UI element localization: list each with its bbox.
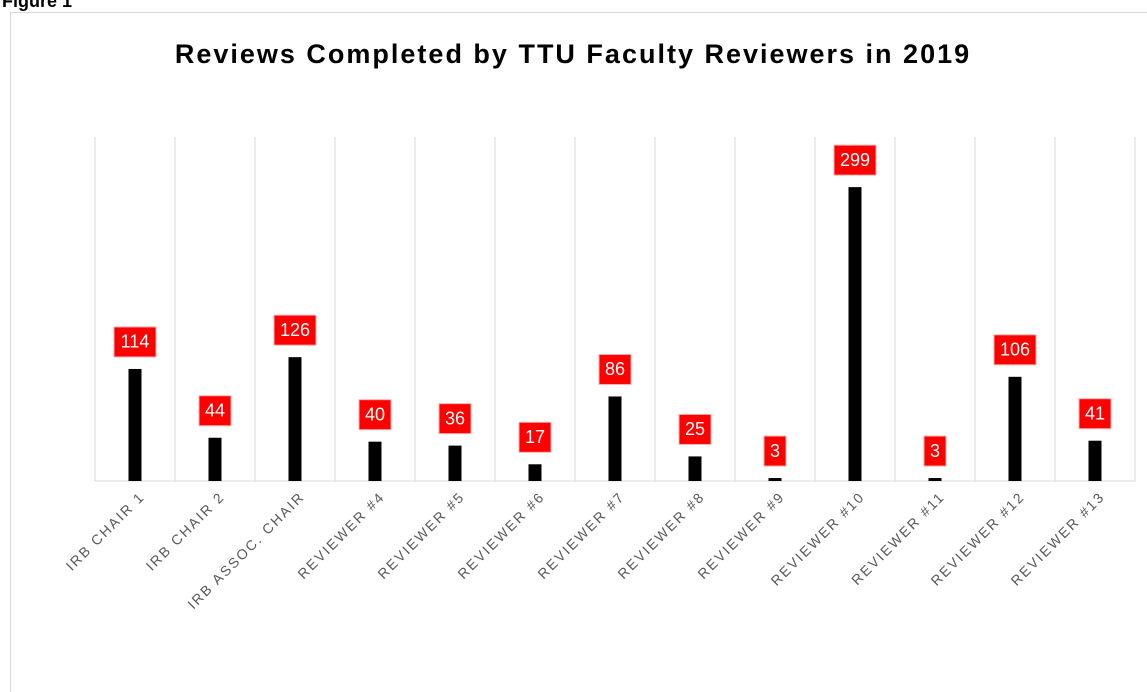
bar bbox=[768, 478, 782, 481]
value-label: 44 bbox=[205, 401, 225, 421]
value-label: 3 bbox=[930, 441, 940, 461]
x-tick-label: REVIEWER #5 bbox=[374, 488, 467, 581]
value-label: 299 bbox=[840, 150, 870, 170]
value-label: 41 bbox=[1085, 403, 1105, 423]
bar bbox=[848, 187, 862, 481]
x-tick-label: REVIEWER #9 bbox=[694, 488, 787, 581]
value-label-box bbox=[1078, 398, 1112, 430]
bar bbox=[928, 478, 942, 481]
x-tick-label: REVIEWER #4 bbox=[294, 488, 387, 581]
x-tick-label: REVIEWER #6 bbox=[454, 488, 547, 581]
value-label: 114 bbox=[121, 332, 150, 352]
bar bbox=[1088, 440, 1102, 481]
chart-frame bbox=[10, 12, 1147, 692]
value-label-box bbox=[598, 353, 632, 385]
value-label: 126 bbox=[280, 320, 310, 340]
bar bbox=[528, 464, 542, 481]
x-tick-label: REVIEWER #7 bbox=[534, 488, 627, 581]
value-label: 25 bbox=[685, 419, 705, 439]
bar bbox=[288, 357, 302, 481]
x-tick-label: IRB CHAIR 1 bbox=[63, 488, 148, 573]
value-label-box bbox=[438, 403, 472, 435]
bar bbox=[448, 445, 462, 481]
figure-label: Figure 1 bbox=[2, 0, 73, 11]
value-label-box bbox=[763, 435, 787, 467]
bar bbox=[368, 441, 382, 481]
value-label-box bbox=[358, 399, 392, 431]
value-label-box bbox=[198, 395, 232, 427]
value-label: 86 bbox=[605, 359, 625, 379]
value-label-box bbox=[993, 334, 1037, 366]
bar bbox=[608, 396, 622, 481]
value-label: 17 bbox=[525, 427, 545, 447]
value-label: 40 bbox=[365, 404, 385, 424]
x-tick-label: REVIEWER #8 bbox=[614, 488, 707, 581]
value-label: 3 bbox=[770, 441, 780, 461]
value-label-box bbox=[273, 314, 317, 346]
value-label: 106 bbox=[1000, 340, 1030, 360]
value-label-box bbox=[833, 144, 877, 176]
value-label-box bbox=[678, 413, 712, 445]
value-label: 36 bbox=[445, 408, 465, 428]
value-label-box bbox=[923, 435, 947, 467]
value-label-box bbox=[518, 421, 552, 453]
bar bbox=[1008, 376, 1022, 481]
x-tick-label: IRB CHAIR 2 bbox=[143, 488, 228, 573]
chart-title: Reviews Completed by TTU Faculty Reviewe… bbox=[174, 39, 972, 69]
bar bbox=[208, 437, 222, 481]
bar bbox=[688, 456, 702, 481]
value-label-box bbox=[113, 326, 157, 358]
bar bbox=[128, 368, 142, 481]
